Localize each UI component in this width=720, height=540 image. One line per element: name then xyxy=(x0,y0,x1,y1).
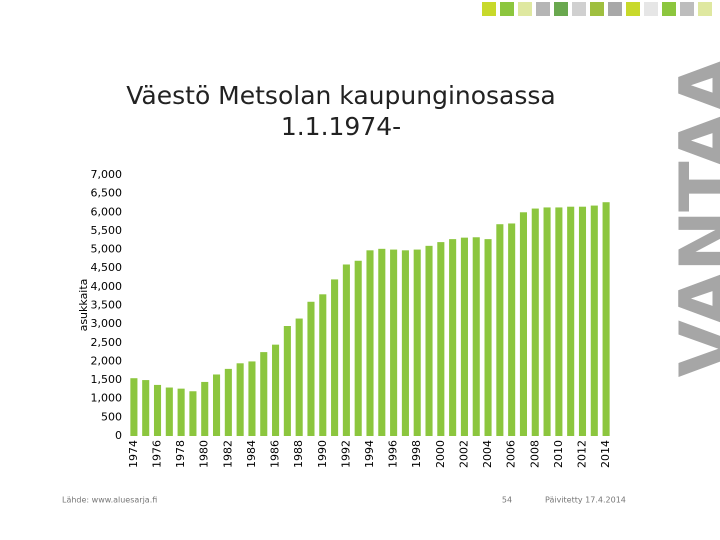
bar xyxy=(201,381,209,436)
y-tick-label: 3,500 xyxy=(91,299,123,312)
bar xyxy=(602,202,610,436)
y-tick-label: 5,000 xyxy=(91,243,123,256)
source: Lähde: www.aluesarja.fi xyxy=(62,496,157,505)
y-tick-label: 500 xyxy=(101,410,122,423)
x-tick-label: 2006 xyxy=(505,440,518,468)
bar xyxy=(236,363,244,436)
bar xyxy=(578,206,587,436)
x-tick-label: 1992 xyxy=(339,440,352,468)
bar xyxy=(331,279,339,436)
chart-title: Väestö Metsolan kaupunginosassa 1.1.1974… xyxy=(126,81,556,141)
x-tick-label: 1974 xyxy=(127,440,140,468)
x-tick-label: 2012 xyxy=(575,440,588,468)
x-tick-label: 2004 xyxy=(481,440,494,468)
bar xyxy=(401,250,409,436)
x-tick-label: 1994 xyxy=(363,440,376,468)
bar xyxy=(555,207,563,436)
x-tick-label: 1988 xyxy=(292,440,305,468)
y-tick-label: 6,000 xyxy=(91,205,123,218)
bar xyxy=(437,242,445,436)
decor-squares xyxy=(482,2,712,16)
y-tick-label: 4,000 xyxy=(91,280,123,293)
x-tick-label: 1978 xyxy=(174,440,187,468)
y-tick-label: 3,000 xyxy=(91,317,123,330)
bar xyxy=(142,380,150,436)
updated: Päivitetty 17.4.2014 xyxy=(545,496,626,505)
bar xyxy=(378,248,386,436)
x-tick-label: 2002 xyxy=(457,440,470,468)
bar xyxy=(260,352,268,436)
bar xyxy=(449,239,457,436)
x-tick-label: 2008 xyxy=(528,440,541,468)
x-tick-label: 1990 xyxy=(316,440,329,468)
bar xyxy=(484,239,492,436)
bar xyxy=(130,378,138,436)
bar xyxy=(319,294,327,436)
x-tick-label: 1982 xyxy=(221,440,234,468)
bar xyxy=(567,206,575,436)
bar xyxy=(425,245,433,436)
bar xyxy=(212,374,221,436)
bar xyxy=(354,260,362,436)
bar xyxy=(531,208,539,436)
bar xyxy=(177,388,185,436)
bar xyxy=(165,387,173,436)
y-tick-label: 0 xyxy=(115,429,122,442)
x-tick-label: 1976 xyxy=(151,440,164,468)
y-tick-label: 2,000 xyxy=(91,354,123,367)
bar xyxy=(519,212,528,436)
y-axis-label: asukkaita xyxy=(77,279,90,332)
x-tick-label: 2000 xyxy=(434,440,447,468)
bar xyxy=(460,237,468,436)
x-tick-label: 2014 xyxy=(599,440,612,468)
y-tick-label: 2,500 xyxy=(91,336,123,349)
bar xyxy=(366,250,374,436)
page-number: 54 xyxy=(502,496,512,505)
bar xyxy=(342,264,350,436)
y-tick-label: 6,500 xyxy=(91,187,123,200)
bar xyxy=(283,326,291,436)
bar xyxy=(390,249,398,436)
bar xyxy=(496,224,504,436)
bar xyxy=(272,344,280,436)
bar xyxy=(543,207,551,436)
x-tick-label: 1986 xyxy=(269,440,282,468)
bar xyxy=(413,249,421,436)
y-tick-label: 7,000 xyxy=(91,168,123,181)
y-tick-label: 4,500 xyxy=(91,261,123,274)
bar xyxy=(590,205,598,436)
y-tick-label: 1,500 xyxy=(91,373,123,386)
bar xyxy=(189,391,197,436)
bar xyxy=(248,361,256,436)
x-tick-label: 1980 xyxy=(198,440,211,468)
y-tick-label: 1,000 xyxy=(91,392,123,405)
x-tick-label: 1996 xyxy=(387,440,400,468)
bar xyxy=(307,301,315,436)
x-tick-label: 1984 xyxy=(245,440,258,468)
brand: VANTAA xyxy=(665,57,720,377)
x-tick-label: 2010 xyxy=(552,440,565,468)
x-tick-label: 1998 xyxy=(410,440,423,468)
y-tick-label: 5,500 xyxy=(91,224,123,237)
bar xyxy=(295,318,303,436)
bar xyxy=(224,368,232,436)
bar xyxy=(508,223,516,436)
bar xyxy=(472,237,480,436)
bar xyxy=(153,384,162,436)
